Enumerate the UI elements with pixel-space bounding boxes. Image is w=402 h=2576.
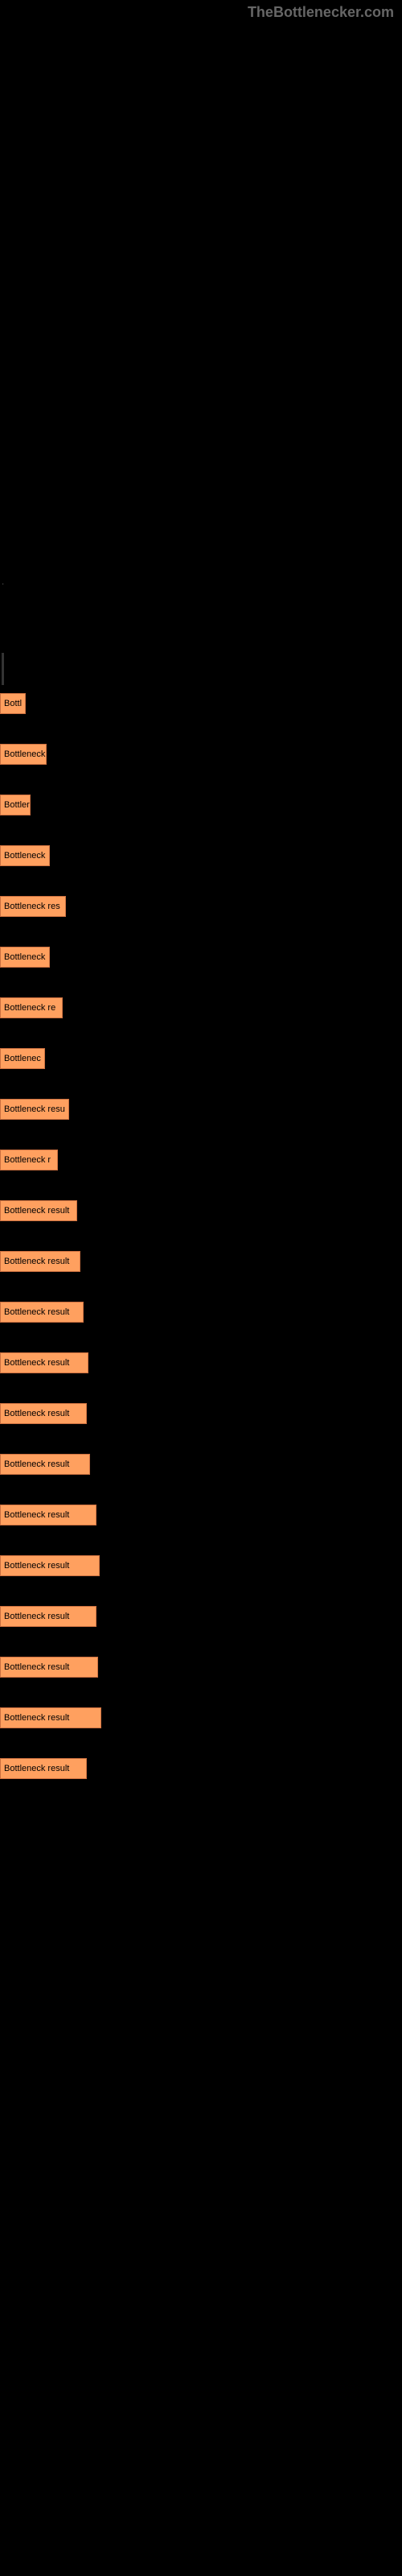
bar-5: Bottleneck [0,947,50,968]
bar-row: Bottleneck [0,744,402,769]
bar-row: Bottleneck result [0,1251,402,1276]
bar-1: Bottleneck [0,744,47,765]
bar-row: Bottleneck result [0,1352,402,1377]
bar-row: Bottleneck result [0,1302,402,1327]
bar-row: Bottleneck result [0,1707,402,1732]
bar-row: Bottleneck resu [0,1099,402,1124]
bar-row: Bottleneck result [0,1200,402,1225]
bar-10: Bottleneck result [0,1200,77,1221]
bar-row: Bottleneck re [0,997,402,1022]
bar-row: Bottleneck result [0,1454,402,1479]
bar-row: Bottleneck result [0,1758,402,1783]
watermark-text: TheBottlenecker.com [248,4,394,21]
bar-2: Bottler [0,795,31,815]
bar-8: Bottleneck resu [0,1099,69,1120]
bar-15: Bottleneck result [0,1454,90,1475]
bar-row: Bottleneck res [0,896,402,921]
bar-18: Bottleneck result [0,1606,96,1627]
bar-row: Bottleneck result [0,1555,402,1580]
bar-row: Bottleneck result [0,1657,402,1682]
bar-row: Bottleneck [0,845,402,870]
bar-6: Bottleneck re [0,997,63,1018]
bar-13: Bottleneck result [0,1352,88,1373]
bar-20: Bottleneck result [0,1707,101,1728]
bar-row: Bottler [0,795,402,819]
chart-area: Bottl Bottleneck Bottler Bottleneck Bott… [0,693,402,1783]
bar-7: Bottlenec [0,1048,45,1069]
bar-19: Bottleneck result [0,1657,98,1678]
bar-17: Bottleneck result [0,1555,100,1576]
bar-row: Bottlenec [0,1048,402,1073]
bar-row: Bottleneck [0,947,402,972]
top-spacer [0,0,402,580]
bar-3: Bottleneck [0,845,50,866]
bar-0: Bottl [0,693,26,714]
axis-tick: · [2,580,402,588]
bar-row: Bottl [0,693,402,718]
axis-marker [2,653,4,685]
bar-21: Bottleneck result [0,1758,87,1779]
bar-row: Bottleneck result [0,1606,402,1631]
bar-11: Bottleneck result [0,1251,80,1272]
bar-row: Bottleneck result [0,1505,402,1530]
bar-4: Bottleneck res [0,896,66,917]
bar-14: Bottleneck result [0,1403,87,1424]
bar-16: Bottleneck result [0,1505,96,1525]
bar-row: Bottleneck r [0,1150,402,1174]
bar-row: Bottleneck result [0,1403,402,1428]
bar-9: Bottleneck r [0,1150,58,1170]
bar-12: Bottleneck result [0,1302,84,1323]
